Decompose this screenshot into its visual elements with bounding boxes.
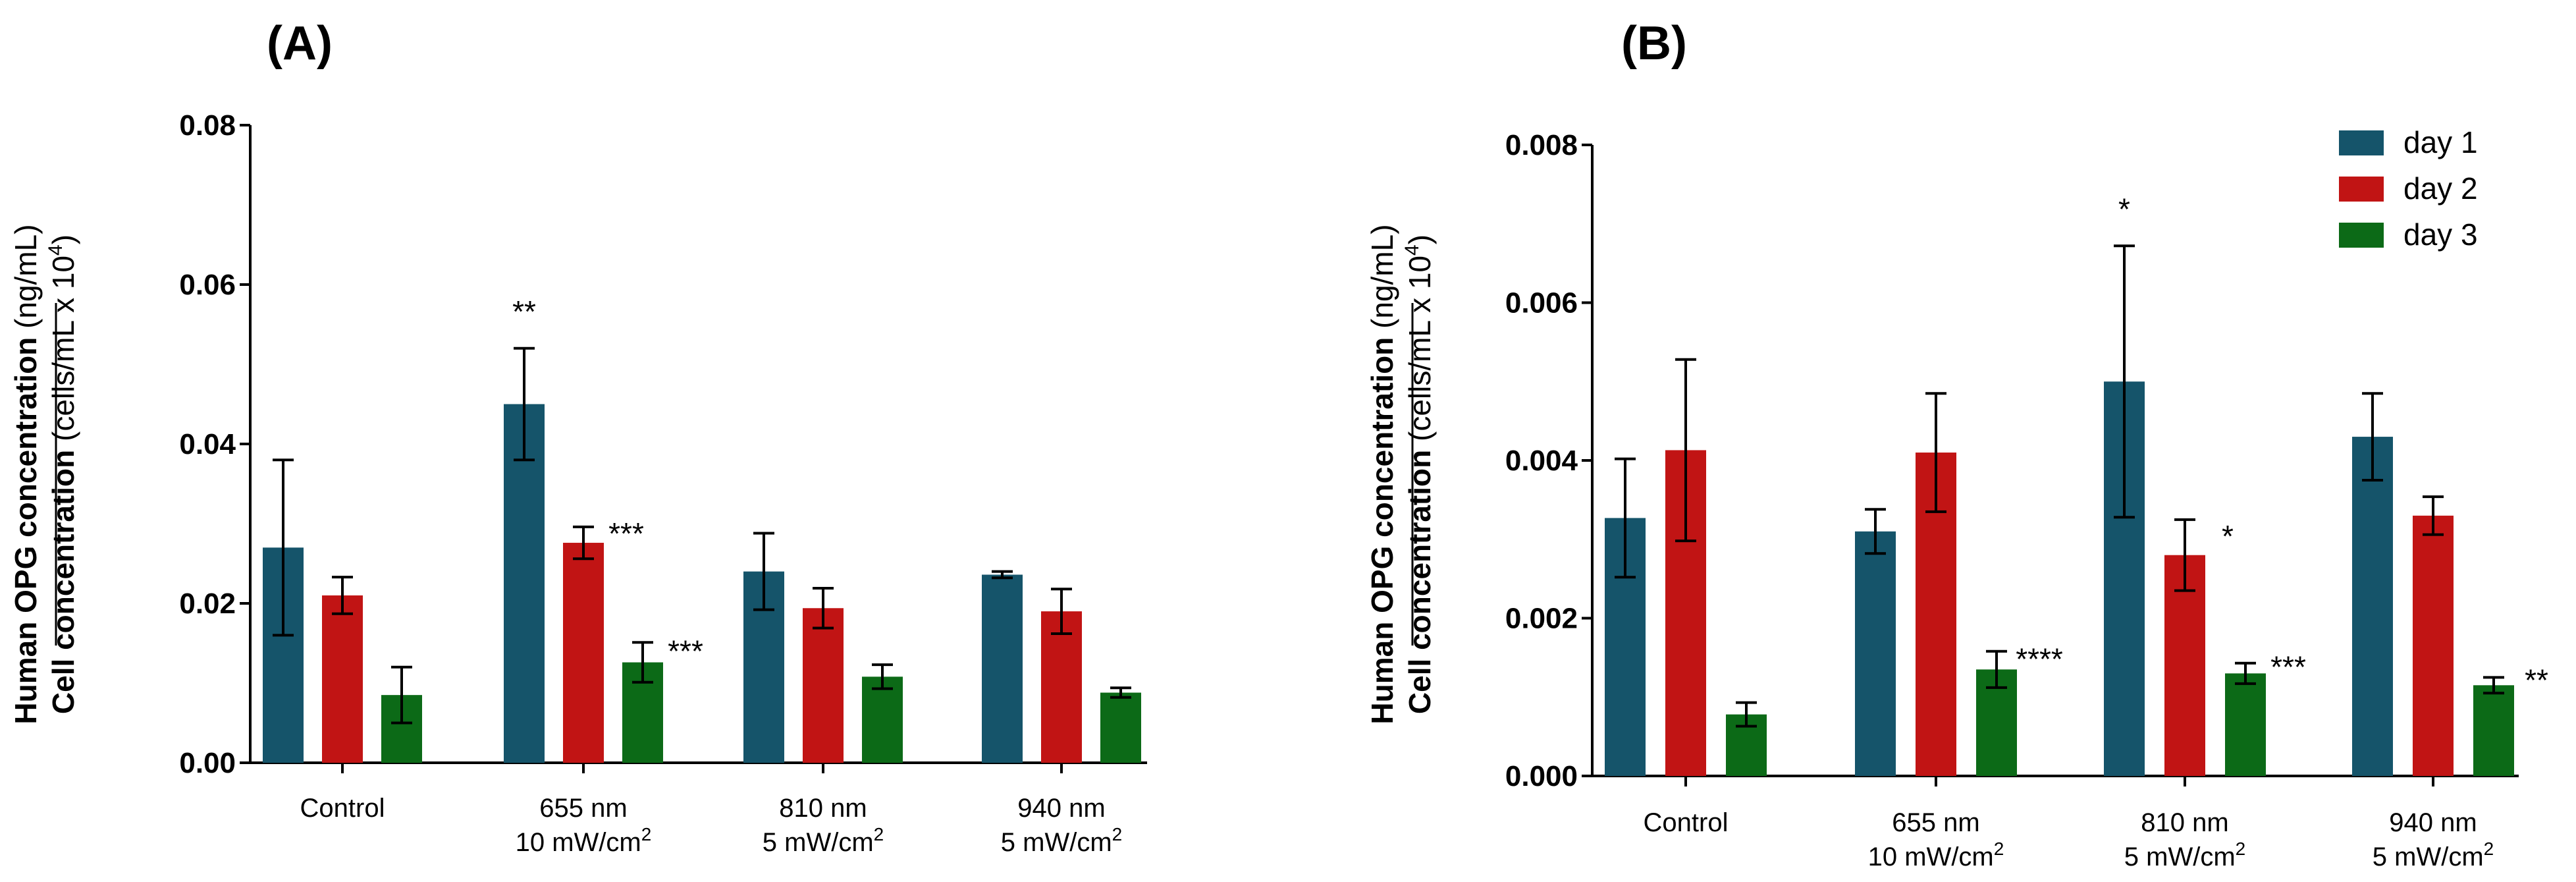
x-category-sublabel-superscript: 2: [641, 824, 652, 844]
x-category-label: 655 nm: [539, 794, 627, 823]
y-title-unit: (cells/mL x 10: [1403, 256, 1437, 450]
x-category-sublabel-text: 5 mW/cm: [1001, 828, 1112, 857]
y-title-superscript: 4: [1401, 244, 1423, 256]
significance-marker: ***: [2270, 650, 2306, 684]
bar-day2: [322, 595, 363, 763]
x-category-sublabel: 10 mW/cm2: [516, 824, 652, 857]
panel-a-y-axis-title-line2: Cell concentration (cells/mL x 104): [45, 234, 80, 714]
legend-swatch-day1: [2339, 130, 2384, 155]
y-title-unit: (cells/mL x 10: [46, 256, 80, 450]
bar-day2: [563, 543, 604, 763]
bar-day1: [982, 574, 1023, 763]
y-tick-label: 0.004: [1505, 445, 1578, 477]
x-category-sublabel-superscript: 2: [2484, 839, 2494, 859]
x-category-sublabel-text: 5 mW/cm: [763, 828, 874, 857]
y-tick-label: 0.006: [1505, 287, 1578, 319]
significance-marker: **: [2525, 663, 2548, 697]
panel-a: (A) Human OPG concentration (ng/mL) Cell…: [9, 17, 1147, 857]
legend-label-day2: day 2: [2403, 171, 2478, 206]
y-title-bold: Cell concentration: [1403, 450, 1437, 714]
bar-day3: [1100, 692, 1141, 763]
panel-b-label: (B): [1621, 17, 1687, 70]
bar-day1: [2352, 437, 2393, 776]
x-category-sublabel-text: 5 mW/cm: [2373, 842, 2484, 871]
x-category-sublabel-superscript: 2: [1112, 824, 1123, 844]
significance-marker: *: [2222, 519, 2234, 553]
bar-day1: [504, 404, 545, 763]
x-category-label: 940 nm: [1017, 794, 1105, 823]
y-tick-label: 0.08: [179, 109, 236, 142]
y-tick-label: 0.00: [179, 747, 236, 779]
y-tick-label: 0.008: [1505, 129, 1578, 161]
y-title-unit: (ng/mL): [9, 224, 43, 337]
x-category-label: 810 nm: [779, 794, 867, 823]
x-category-sublabel-text: 10 mW/cm: [1868, 842, 1994, 871]
bar-day1: [1855, 531, 1896, 776]
y-tick-label: 0.000: [1505, 760, 1578, 792]
bar-day3: [2225, 673, 2266, 776]
x-category-sublabel-text: 5 mW/cm: [2124, 842, 2236, 871]
y-title-superscript: 4: [45, 244, 67, 256]
panel-b-y-axis-title-line1: Human OPG concentration (ng/mL): [1365, 224, 1399, 724]
panel-a-label: (A): [267, 17, 333, 70]
x-category-sublabel-text: 10 mW/cm: [516, 828, 641, 857]
x-category-sublabel: 5 mW/cm2: [2124, 839, 2245, 871]
bar-day2: [803, 608, 844, 763]
significance-marker: ****: [2016, 642, 2063, 676]
x-category-label: Control: [300, 794, 385, 823]
x-category-label: 940 nm: [2389, 808, 2477, 837]
y-tick-label: 0.06: [179, 269, 236, 301]
panel-b: (B) Human OPG concentration (ng/mL) Cell…: [1365, 17, 2548, 871]
y-title-close: ): [46, 234, 80, 244]
x-category-label: Control: [1644, 808, 1729, 837]
bar-day2: [1041, 611, 1082, 763]
x-category-sublabel: 5 mW/cm2: [2373, 839, 2494, 871]
y-title-bold: Cell concentration: [46, 450, 80, 714]
legend-label-day3: day 3: [2403, 217, 2478, 252]
y-title-close: ): [1403, 234, 1437, 244]
y-tick-label: 0.04: [179, 428, 236, 460]
legend: day 1 day 2 day 3: [2339, 125, 2478, 252]
legend-swatch-day3: [2339, 223, 2384, 248]
significance-marker: *: [2118, 192, 2130, 226]
bar-day2: [2413, 515, 2454, 776]
x-category-sublabel: 10 mW/cm2: [1868, 839, 2004, 871]
significance-marker: **: [512, 294, 536, 329]
panel-a-y-axis-title-line1: Human OPG concentration (ng/mL): [9, 224, 43, 724]
legend-swatch-day2: [2339, 177, 2384, 202]
y-title-bold: Human OPG concentration: [9, 337, 43, 725]
x-category-sublabel-superscript: 2: [874, 824, 884, 844]
panel-b-y-axis-title-line2: Cell concentration (cells/mL x 104): [1401, 234, 1437, 714]
x-category-sublabel: 5 mW/cm2: [1001, 824, 1122, 857]
significance-marker: ***: [668, 634, 703, 668]
bar-day3: [862, 676, 903, 763]
significance-marker: ***: [608, 516, 644, 551]
x-category-label: 655 nm: [1892, 808, 1979, 837]
legend-label-day1: day 1: [2403, 125, 2478, 159]
x-category-label: 810 nm: [2141, 808, 2228, 837]
y-title-unit: (ng/mL): [1365, 224, 1399, 337]
y-tick-label: 0.02: [179, 588, 236, 620]
x-category-sublabel-superscript: 2: [1994, 839, 2004, 859]
x-category-sublabel-superscript: 2: [2236, 839, 2246, 859]
y-tick-label: 0.002: [1505, 603, 1578, 635]
y-title-bold: Human OPG concentration: [1365, 337, 1399, 725]
x-category-sublabel: 5 mW/cm2: [763, 824, 884, 857]
bar-day3: [2473, 685, 2514, 776]
